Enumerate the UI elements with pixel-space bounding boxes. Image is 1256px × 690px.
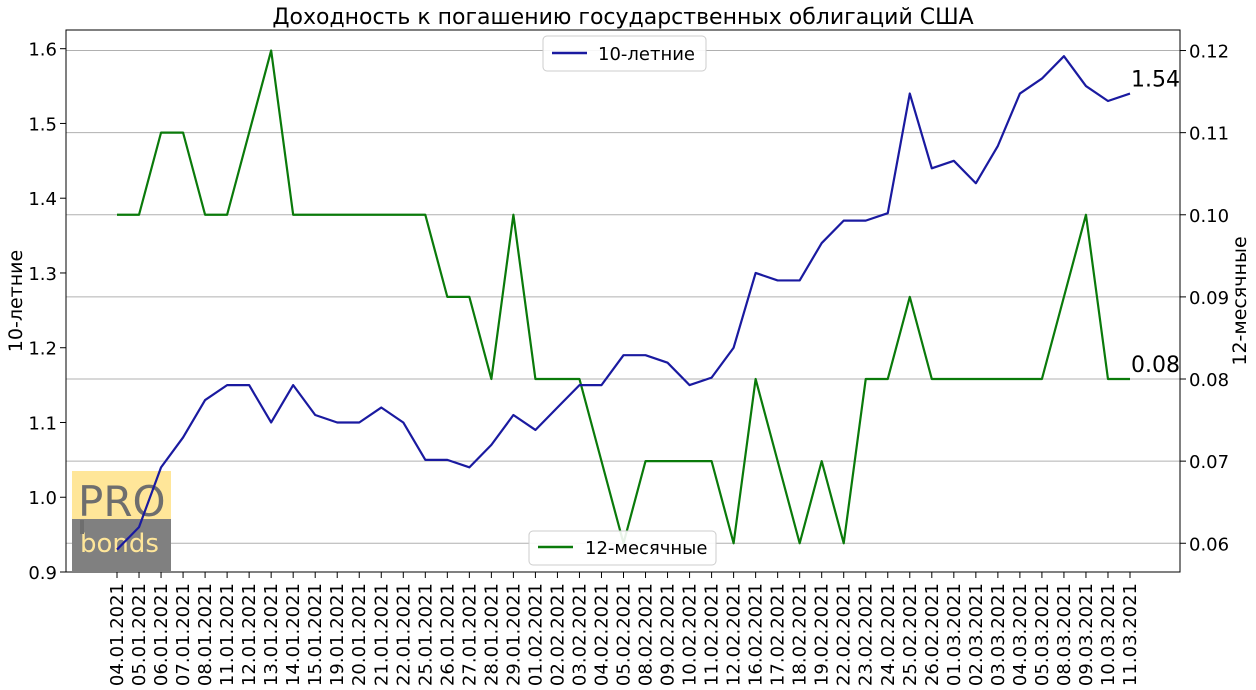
x-tick-label: 25.02.2021 <box>900 583 921 686</box>
x-tick-label: 22.01.2021 <box>393 583 414 686</box>
right-tick-label: 0.11 <box>1189 124 1229 145</box>
right-tick-label: 0.09 <box>1189 288 1229 309</box>
left-tick-label: 1.1 <box>28 413 57 434</box>
x-tick-label: 11.02.2021 <box>702 583 723 686</box>
legend-12-month-label: 12-месячные <box>585 538 707 559</box>
logo-probonds: PRO bonds <box>72 471 171 571</box>
x-tick-label: 01.03.2021 <box>944 583 965 686</box>
x-tick-label: 26.01.2021 <box>437 583 458 686</box>
right-tick-label: 0.08 <box>1189 370 1229 391</box>
x-tick-label: 22.02.2021 <box>834 583 855 686</box>
left-tick-label: 1.0 <box>28 488 57 509</box>
legend-12-month-box <box>528 530 717 566</box>
legend-10-year-box <box>542 35 707 72</box>
x-tick-label: 01.02.2021 <box>525 583 546 686</box>
x-tick-label: 04.02.2021 <box>591 583 612 686</box>
x-tick-label: 05.01.2021 <box>129 583 150 686</box>
right-axis-ticks: 0.06 0.07 0.08 0.09 0.10 0.11 0.12 <box>1180 42 1229 555</box>
x-tick-label: 18.02.2021 <box>790 583 811 686</box>
x-axis-ticks: 04.01.2021 05.01.2021 06.01.2021 07.01.2021… <box>107 572 1141 686</box>
x-tick-label: 07.01.2021 <box>173 583 194 686</box>
x-tick-label: 03.02.2021 <box>569 583 590 686</box>
x-tick-label: 02.03.2021 <box>966 583 987 686</box>
logo-top-block <box>72 471 171 520</box>
end-value-label: 0.08 <box>1131 353 1180 378</box>
x-tick-label: 16.02.2021 <box>746 583 767 686</box>
grid-lines <box>66 50 1180 544</box>
logo-bracket <box>80 520 84 534</box>
x-tick-label: 05.03.2021 <box>1032 583 1053 686</box>
x-tick-label: 11.01.2021 <box>217 583 238 686</box>
x-tick-label: 17.02.2021 <box>768 583 789 686</box>
x-tick-label: 10.03.2021 <box>1098 583 1119 686</box>
series-line-10-year <box>116 55 1131 551</box>
left-tick-label: 1.4 <box>28 189 57 210</box>
chart-title: Доходность к погашению государственных о… <box>272 5 973 30</box>
x-tick-label: 06.01.2021 <box>151 583 172 686</box>
legend-10-year-label: 10-летние <box>598 44 695 65</box>
x-tick-label: 09.03.2021 <box>1076 583 1097 686</box>
x-tick-label: 04.01.2021 <box>107 583 128 686</box>
x-tick-label: 08.02.2021 <box>636 583 657 686</box>
x-tick-label: 26.02.2021 <box>922 583 943 686</box>
x-tick-label: 29.01.2021 <box>503 583 524 686</box>
x-tick-label: 05.02.2021 <box>614 583 635 686</box>
right-tick-label: 0.06 <box>1189 534 1229 555</box>
x-tick-label: 10.02.2021 <box>680 583 701 686</box>
x-tick-label: 08.03.2021 <box>1054 583 1075 686</box>
x-tick-label: 19.02.2021 <box>812 583 833 686</box>
logo-text-pro: PRO <box>78 477 166 526</box>
right-tick-label: 0.07 <box>1189 452 1229 473</box>
x-tick-label: 23.02.2021 <box>856 583 877 686</box>
left-tick-label: 1.6 <box>28 40 57 61</box>
x-tick-label: 14.01.2021 <box>283 583 304 686</box>
left-axis-ticks: 0.9 1.0 1.1 1.2 1.3 1.4 1.5 1.6 <box>28 40 66 584</box>
right-axis-title: 12-месячные <box>1229 236 1251 365</box>
end-labels: 1.54 0.08 <box>1131 68 1180 378</box>
x-tick-label: 12.02.2021 <box>724 583 745 686</box>
right-tick-label: 0.10 <box>1189 206 1229 227</box>
x-tick-label: 03.03.2021 <box>988 583 1009 686</box>
x-tick-label: 04.03.2021 <box>1010 583 1031 686</box>
left-tick-label: 0.9 <box>28 563 57 584</box>
legend-12-month: 12-месячные <box>528 530 717 566</box>
x-tick-label: 15.01.2021 <box>305 583 326 686</box>
legend-10-year: 10-летние <box>542 35 707 72</box>
x-tick-label: 02.02.2021 <box>547 583 568 686</box>
left-tick-label: 1.3 <box>28 264 57 285</box>
x-tick-label: 28.01.2021 <box>481 583 502 686</box>
x-tick-label: 21.01.2021 <box>371 583 392 686</box>
x-tick-label: 12.01.2021 <box>239 583 260 686</box>
end-value-label: 1.54 <box>1131 68 1180 93</box>
series-lines <box>116 49 1131 551</box>
left-tick-label: 1.2 <box>28 339 57 360</box>
left-axis-title: 10-летние <box>5 250 27 352</box>
logo-text-bonds: bonds <box>80 529 159 559</box>
x-tick-label: 20.01.2021 <box>349 583 370 686</box>
x-tick-label: 11.03.2021 <box>1120 583 1141 686</box>
x-tick-label: 24.02.2021 <box>878 583 899 686</box>
x-tick-label: 19.01.2021 <box>327 583 348 686</box>
x-tick-label: 13.01.2021 <box>261 583 282 686</box>
right-tick-label: 0.12 <box>1189 42 1229 63</box>
x-tick-label: 08.01.2021 <box>195 583 216 686</box>
x-tick-label: 27.01.2021 <box>459 583 480 686</box>
x-tick-label: 09.02.2021 <box>658 583 679 686</box>
x-tick-label: 25.01.2021 <box>415 583 436 686</box>
left-tick-label: 1.5 <box>28 114 57 135</box>
